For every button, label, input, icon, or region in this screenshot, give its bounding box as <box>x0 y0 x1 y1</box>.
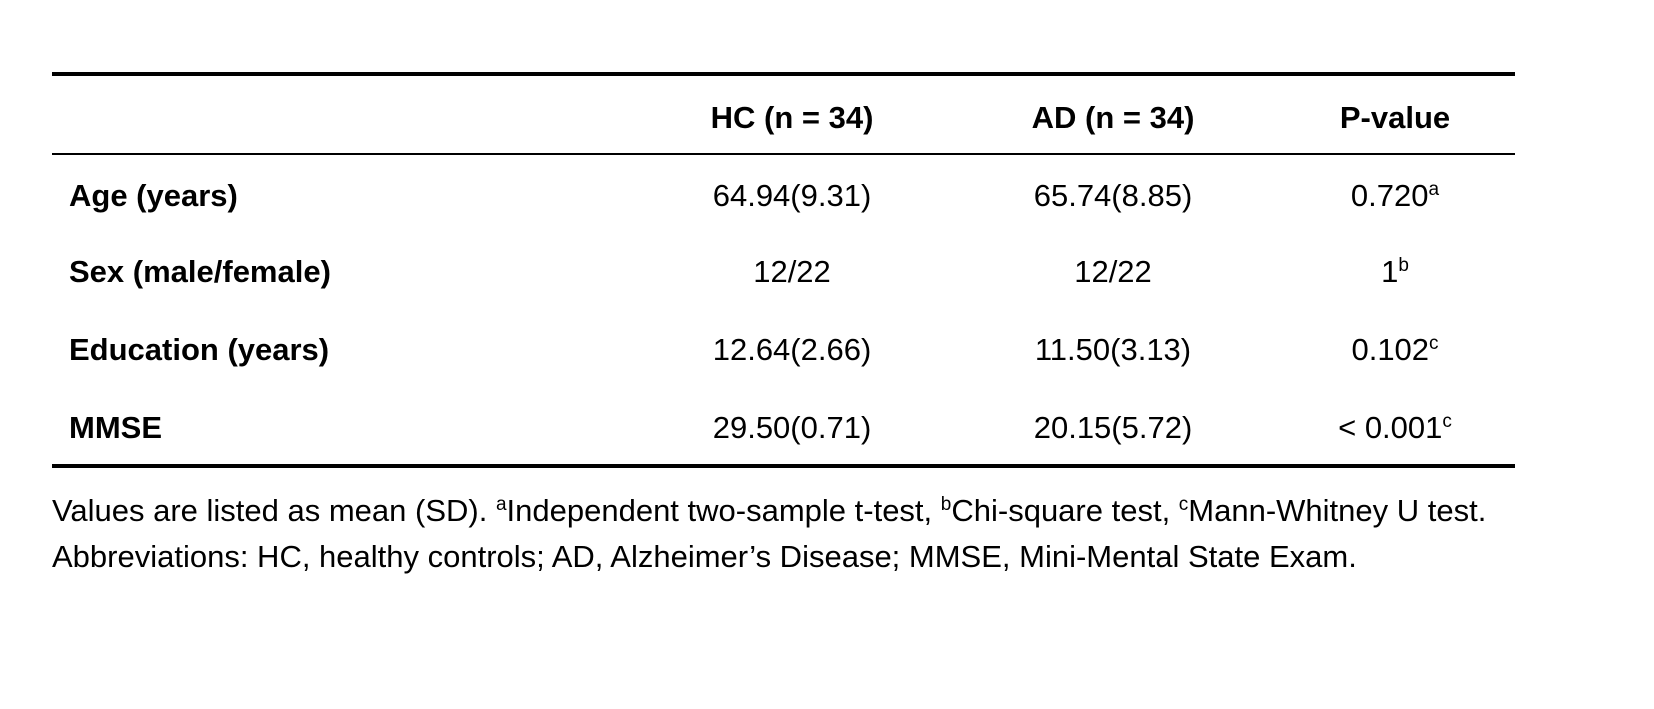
cell: 12.64(2.66) <box>712 332 872 367</box>
column-header: AD (n = 34) <box>1031 100 1195 135</box>
bottom-rule <box>52 464 1515 468</box>
footnote-marker: a <box>1428 179 1440 200</box>
footnote-marker: b <box>1398 255 1409 276</box>
cell: 65.74(8.85) <box>1033 178 1193 213</box>
p-value: 1 <box>1381 254 1399 289</box>
top-rule <box>52 72 1515 76</box>
row-label: Sex (male/female) <box>69 254 331 289</box>
row-label: Education (years) <box>69 332 330 367</box>
header-rule <box>52 153 1515 155</box>
cell: 1b <box>1381 252 1409 297</box>
cell: < 0.001c <box>1338 408 1452 453</box>
cell: 11.50(3.13) <box>1034 332 1192 367</box>
row-label: Age (years) <box>69 178 238 213</box>
column-header: P-value <box>1339 100 1451 135</box>
column-header: HC (n = 34) <box>710 100 874 135</box>
row-label: MMSE <box>69 410 162 445</box>
footnote-marker: c <box>1429 333 1439 354</box>
footnote-marker: c <box>1442 411 1452 432</box>
cell: 12/22 <box>753 254 831 289</box>
footnote-marker: c <box>1178 494 1189 515</box>
cell: 0.720a <box>1351 176 1439 221</box>
cell: 20.15(5.72) <box>1033 410 1193 445</box>
cell: 0.102c <box>1351 330 1438 375</box>
cell: 12/22 <box>1074 254 1152 289</box>
note-text: Values are listed as mean (SD). <box>52 493 496 528</box>
footnote-marker: b <box>940 494 952 515</box>
p-value: < 0.001 <box>1338 410 1443 445</box>
cell: 64.94(9.31) <box>712 178 872 213</box>
footnote: Values are listed as mean (SD). aIndepen… <box>52 490 1522 577</box>
cell: 29.50(0.71) <box>712 410 872 445</box>
p-value: 0.102 <box>1351 332 1430 367</box>
note-text: Mann-Whitney U test. Abbreviations: HC, … <box>52 493 1487 574</box>
p-value: 0.720 <box>1350 178 1429 213</box>
note-text: Chi-square test, <box>951 493 1179 528</box>
footnote-marker: a <box>495 494 507 515</box>
note-text: Independent two-sample t-test, <box>506 493 941 528</box>
